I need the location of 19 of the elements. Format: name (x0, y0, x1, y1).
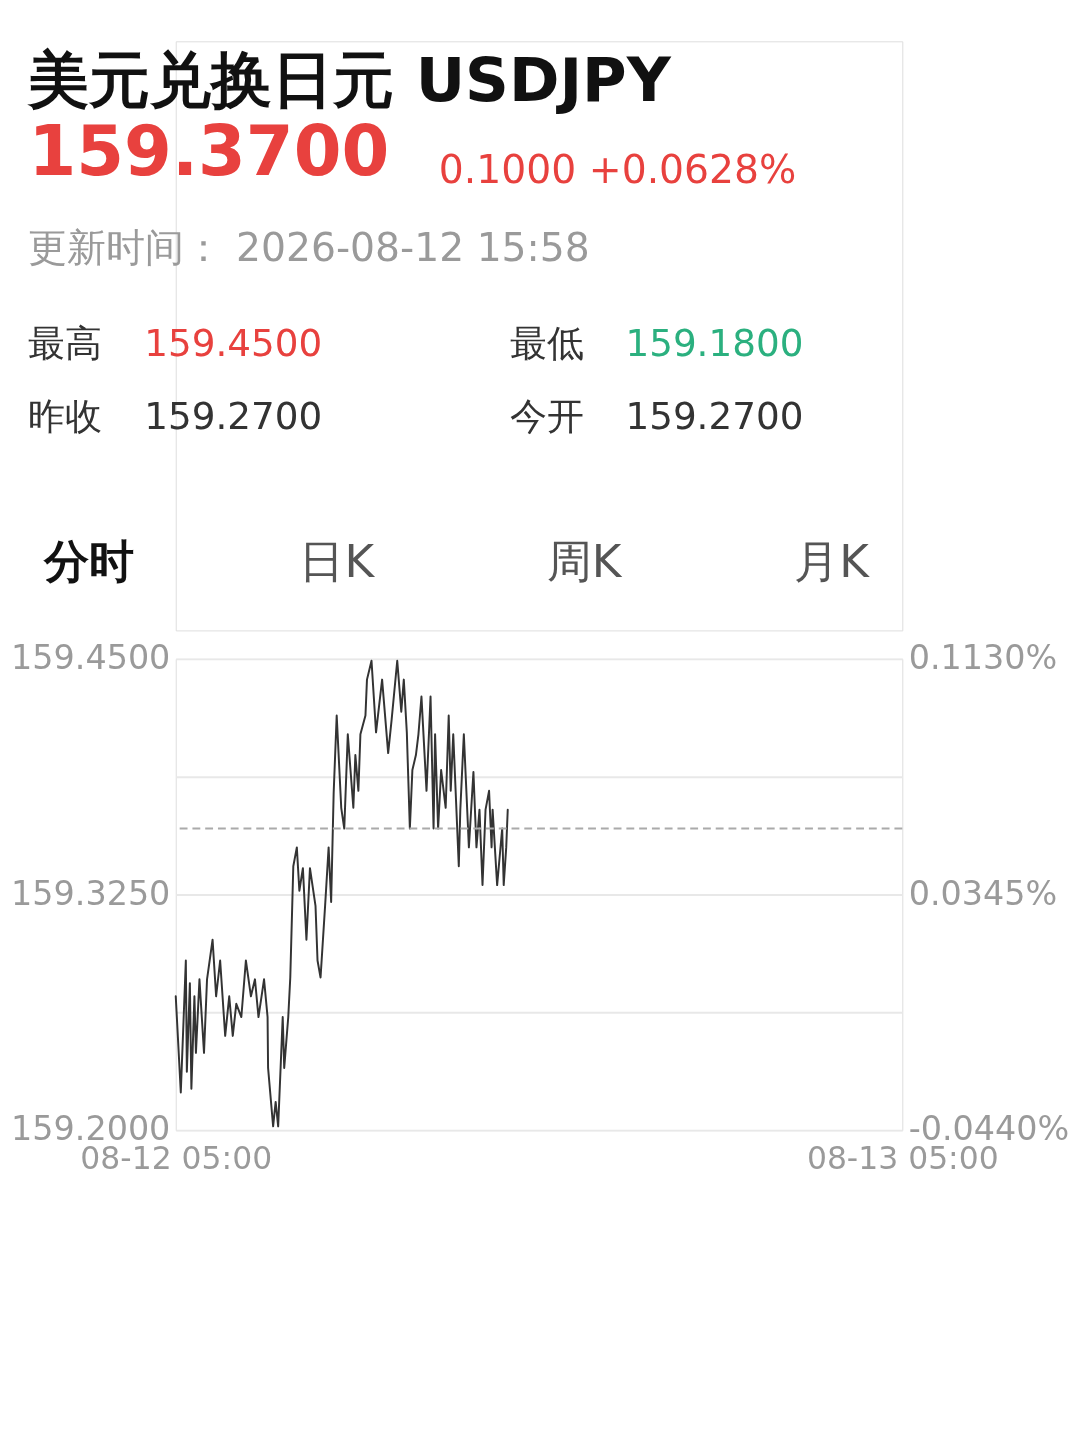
y-tick-label: 159.4500 (11, 638, 171, 678)
text: 更新时间： 2026-08-12 15:58 (28, 225, 590, 271)
text: 159.2700 (625, 394, 804, 439)
y2-tick-label: 0.0345% (908, 873, 1058, 913)
text: 159.4500 (144, 321, 323, 366)
y2-tick-label: 0.1130% (908, 638, 1058, 678)
text: 0.1000 +0.0628% (438, 146, 797, 192)
text: 最低 (509, 321, 584, 366)
text: 最高 (28, 321, 103, 366)
text: 月K (794, 535, 871, 589)
text: 日K (299, 535, 376, 589)
text: 昨收 (28, 394, 103, 439)
text: 今开 (509, 394, 584, 439)
text: 159.2700 (144, 394, 323, 439)
text: 分时 (43, 535, 135, 589)
text: 周K (546, 535, 623, 589)
line-series (174, 659, 509, 1128)
y-tick-label: 159.3250 (11, 873, 171, 913)
text: 159.1800 (625, 321, 804, 366)
